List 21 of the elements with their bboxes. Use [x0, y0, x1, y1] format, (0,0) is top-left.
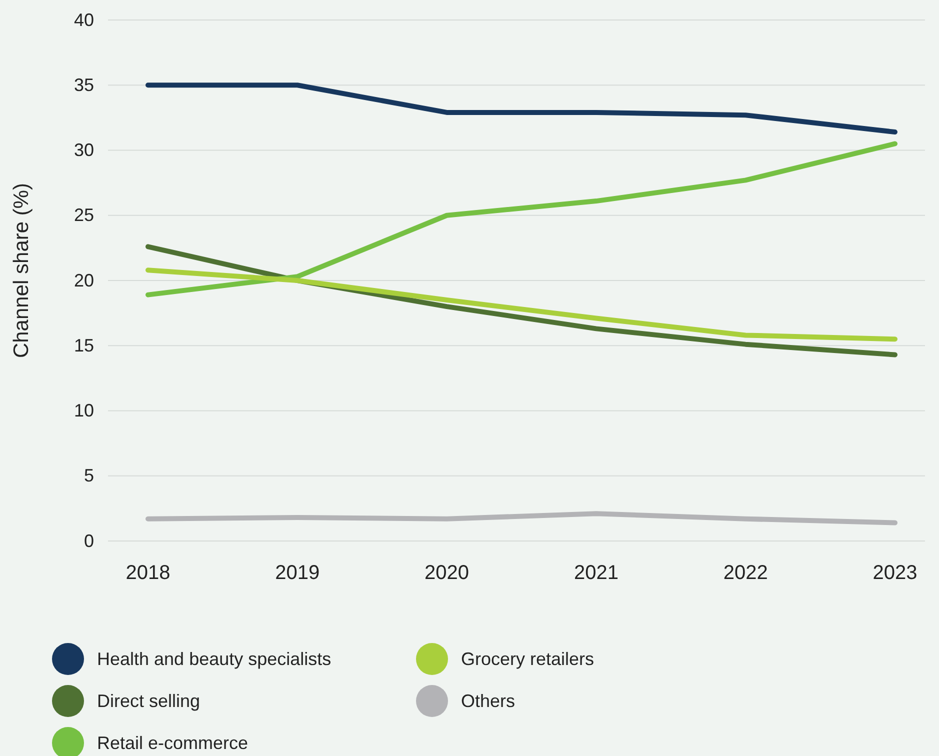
y-tick-label: 5: [84, 466, 94, 486]
y-tick-label: 10: [74, 400, 94, 421]
x-tick-label: 2021: [574, 562, 618, 584]
legend-label: Direct selling: [97, 691, 200, 711]
x-tick-label: 2022: [723, 562, 768, 584]
x-tick-label: 2023: [872, 562, 918, 584]
legend-label: Others: [461, 691, 516, 711]
y-tick-label: 25: [74, 205, 94, 226]
y-axis-title: Channel share (%): [10, 182, 33, 358]
y-tick-label: 0: [84, 530, 94, 551]
legend-label: Grocery retailers: [461, 649, 594, 669]
x-tick-label: 2018: [126, 562, 170, 584]
legend-label: Retail e-commerce: [97, 733, 248, 753]
y-tick-label: 30: [74, 140, 94, 160]
legend-label: Health and beauty specialists: [97, 649, 332, 669]
x-tick-label: 2020: [424, 562, 470, 584]
y-tick-label: 40: [74, 10, 94, 30]
y-tick-label: 35: [74, 74, 94, 95]
y-tick-label: 20: [74, 270, 94, 290]
y-tick-label: 15: [74, 335, 94, 356]
x-tick-label: 2019: [275, 562, 320, 584]
